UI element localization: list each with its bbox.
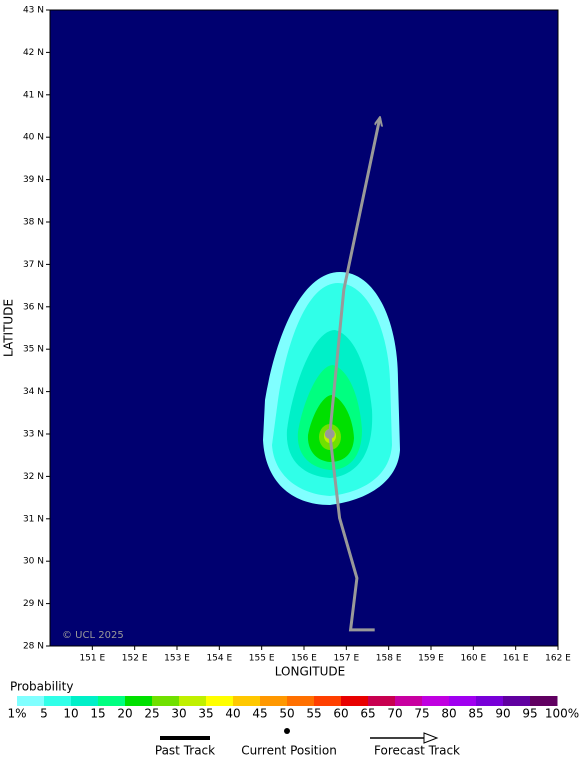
x-axis-label: LONGITUDE <box>275 665 345 679</box>
y-tick-label: 35 N <box>23 345 44 355</box>
y-tick-label: 30 N <box>23 557 44 567</box>
legend-swatch <box>233 696 261 706</box>
legend-swatch <box>314 696 342 706</box>
probability-contours <box>263 272 400 505</box>
legend-tick-label: 50 <box>279 707 294 721</box>
legend-tick-label: 5 <box>40 707 48 721</box>
legend-tick-label: 10 <box>63 707 78 721</box>
legend-swatch <box>17 696 45 706</box>
x-tick-label: 152 E <box>122 654 148 664</box>
y-tick-label: 34 N <box>23 387 44 397</box>
legend-tick-label: 95 <box>522 707 537 721</box>
legend-swatch <box>341 696 369 706</box>
legend-swatch <box>530 696 558 706</box>
legend-swatch <box>125 696 153 706</box>
legend-title: Probability <box>10 680 73 694</box>
y-tick-label: 37 N <box>23 260 44 270</box>
y-tick-label: 32 N <box>23 472 44 482</box>
legend-swatch <box>44 696 72 706</box>
x-tick-label: 156 E <box>291 654 317 664</box>
x-tick-label: 154 E <box>206 654 232 664</box>
legend-tick-label: 30 <box>171 707 186 721</box>
legend-swatch <box>395 696 423 706</box>
legend-swatch <box>98 696 126 706</box>
x-tick-label: 153 E <box>164 654 190 664</box>
legend-swatch <box>152 696 180 706</box>
current-position <box>324 429 335 439</box>
legend-tick-label: 60 <box>333 707 348 721</box>
y-tick-label: 36 N <box>23 302 44 312</box>
y-tick-label: 33 N <box>23 430 44 440</box>
copyright: © UCL 2025 <box>62 630 124 641</box>
legend-tick-label: 90 <box>495 707 510 721</box>
legend-swatch <box>287 696 315 706</box>
x-tick-label: 160 E <box>460 654 486 664</box>
y-tick-label: 40 N <box>23 133 44 143</box>
legend-tick-label: 100% <box>545 707 579 721</box>
y-tick-label: 29 N <box>23 599 44 609</box>
legend-label: Current Position <box>241 744 337 758</box>
legend-tick-label: 55 <box>306 707 321 721</box>
x-tick-label: 157 E <box>333 654 359 664</box>
x-tick-label: 155 E <box>249 654 275 664</box>
legend-tick-label: 70 <box>387 707 402 721</box>
x-tick-label: 161 E <box>503 654 529 664</box>
y-tick-label: 43 N <box>23 6 44 16</box>
legend-swatch <box>476 696 504 706</box>
legend-tick-label: 25 <box>144 707 159 721</box>
legend-tick-label: 15 <box>90 707 105 721</box>
legend-tick-label: 1% <box>7 707 26 721</box>
legend-tick-label: 75 <box>414 707 429 721</box>
legend-swatch <box>71 696 99 706</box>
y-tick-label: 41 N <box>23 90 44 100</box>
legend-tick-label: 45 <box>252 707 267 721</box>
x-tick-label: 162 E <box>545 654 571 664</box>
legend-tick-label: 85 <box>468 707 483 721</box>
legend-swatch <box>449 696 477 706</box>
legend-current-dot <box>284 728 290 734</box>
legend-swatch <box>368 696 396 706</box>
legend-tick-label: 40 <box>225 707 240 721</box>
y-tick-label: 42 N <box>23 48 44 58</box>
x-tick-label: 151 E <box>79 654 105 664</box>
y-tick-label: 31 N <box>23 514 44 524</box>
y-tick-label: 39 N <box>23 175 44 185</box>
x-tick-label: 158 E <box>376 654 402 664</box>
legend-label: Forecast Track <box>374 744 460 758</box>
legend-swatch <box>260 696 288 706</box>
legend-swatch <box>179 696 207 706</box>
track-line <box>328 433 375 632</box>
legend-tick-label: 35 <box>198 707 213 721</box>
track-line <box>328 118 380 435</box>
x-tick-label: 159 E <box>418 654 444 664</box>
legend-forecast-arrow <box>423 732 439 744</box>
legend-tick-label: 80 <box>441 707 456 721</box>
legend-tick-label: 65 <box>360 707 375 721</box>
legend-swatch <box>206 696 234 706</box>
y-tick-label: 38 N <box>23 218 44 228</box>
legend-swatch <box>503 696 531 706</box>
legend-label: Past Track <box>155 744 215 758</box>
y-tick-label: 28 N <box>23 642 44 652</box>
legend-swatch <box>422 696 450 706</box>
y-axis-label: LATITUDE <box>2 299 16 357</box>
legend-tick-label: 20 <box>117 707 132 721</box>
